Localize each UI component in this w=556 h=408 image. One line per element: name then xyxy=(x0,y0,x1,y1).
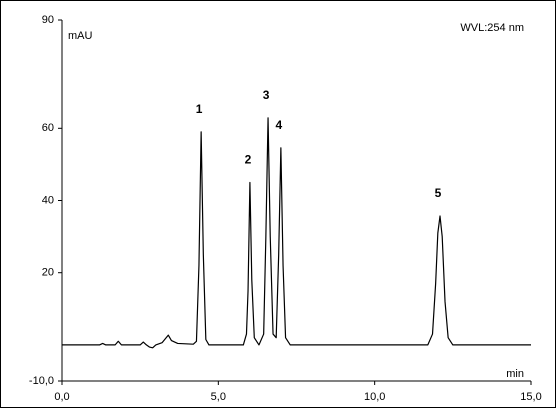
wavelength-annotation: WVL:254 nm xyxy=(460,22,524,34)
x-tick-label: 15,0 xyxy=(520,391,541,403)
y-tick-label: 60 xyxy=(42,122,54,134)
peak-label: 1 xyxy=(196,102,203,116)
y-tick-label: 90 xyxy=(42,14,54,26)
x-axis-label: min xyxy=(506,368,524,380)
y-tick-label: 20 xyxy=(42,267,54,279)
peak-label: 4 xyxy=(276,118,283,132)
peak-label: 5 xyxy=(435,186,442,200)
y-tick-label: 40 xyxy=(42,194,54,206)
peak-label: 3 xyxy=(263,88,270,102)
y-tick-label: -10,0 xyxy=(29,375,54,387)
chromatogram-trace xyxy=(62,117,531,349)
x-tick-label: 0,0 xyxy=(54,391,69,403)
peak-label: 2 xyxy=(245,153,252,167)
x-tick-label: 5,0 xyxy=(211,391,226,403)
x-tick-label: 10,0 xyxy=(364,391,385,403)
y-axis-label: mAU xyxy=(68,30,93,42)
